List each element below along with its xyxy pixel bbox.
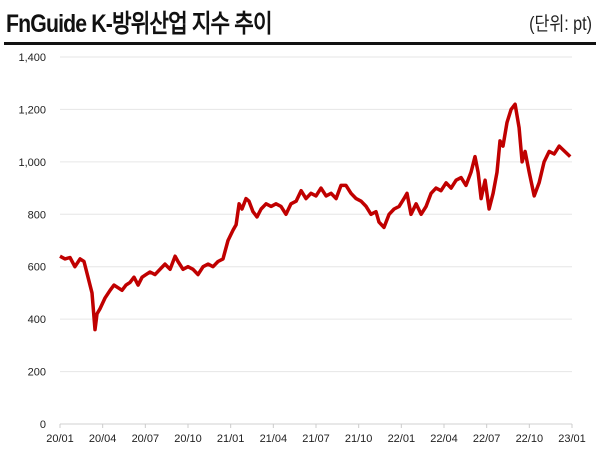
x-tick-label: 22/07 bbox=[473, 433, 501, 445]
x-tick-label: 21/07 bbox=[302, 433, 330, 445]
x-tick-label: 20/01 bbox=[46, 433, 74, 445]
y-tick-label: 400 bbox=[28, 314, 46, 326]
y-tick-label: 200 bbox=[28, 367, 46, 379]
x-tick-label: 21/04 bbox=[260, 433, 288, 445]
x-tick-label: 21/01 bbox=[217, 433, 245, 445]
x-tick-label: 20/10 bbox=[174, 433, 202, 445]
chart-title: FnGuide K-방위산업 지수 추이 bbox=[6, 10, 273, 38]
title-divider bbox=[4, 42, 596, 45]
x-tick-label: 20/04 bbox=[89, 433, 117, 445]
y-tick-label: 0 bbox=[40, 419, 46, 431]
x-tick-label: 21/10 bbox=[345, 433, 373, 445]
y-tick-label: 1,000 bbox=[18, 157, 46, 169]
x-tick-label: 23/01 bbox=[558, 433, 586, 445]
x-tick-label: 22/01 bbox=[388, 433, 416, 445]
y-tick-label: 800 bbox=[28, 209, 46, 221]
x-tick-label: 20/07 bbox=[132, 433, 160, 445]
series-line bbox=[59, 102, 572, 332]
x-tick-label: 22/04 bbox=[430, 433, 458, 445]
y-tick-label: 600 bbox=[28, 262, 46, 274]
y-tick-label: 1,200 bbox=[18, 104, 46, 116]
unit-label: (단위: pt) bbox=[529, 14, 592, 35]
x-tick-label: 22/10 bbox=[516, 433, 544, 445]
y-tick-label: 1,400 bbox=[18, 52, 46, 64]
